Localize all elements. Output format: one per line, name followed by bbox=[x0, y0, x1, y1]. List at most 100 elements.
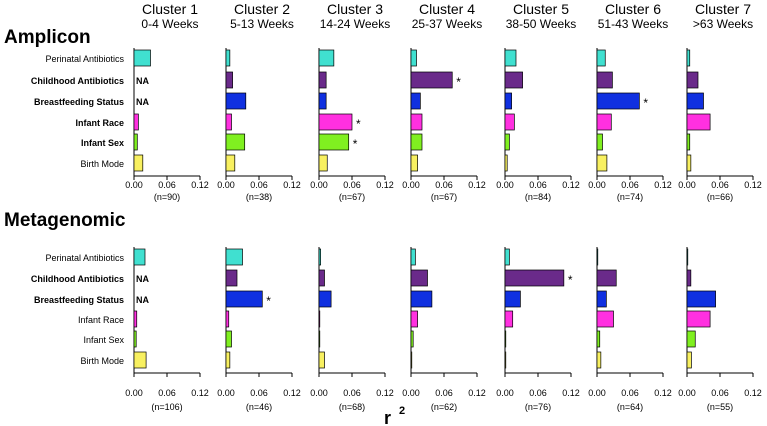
amplicon-bar-cluster-4-infant-sex bbox=[410, 133, 423, 151]
amplicon-tick-label: 0.00 bbox=[310, 180, 328, 190]
metagenomic-bar-cluster-5-breastfeeding-status bbox=[504, 290, 521, 308]
amplicon-tick-label: 0.12 bbox=[283, 180, 301, 190]
amplicon-bar-cluster-3-perinatal-antibiotics bbox=[318, 49, 335, 67]
amplicon-tick-label: 0.00 bbox=[588, 180, 606, 190]
metagenomic-tick-label: 0.06 bbox=[250, 388, 268, 398]
metagenomic-bar-cluster-2-childhood-antibiotics bbox=[225, 269, 238, 287]
metagenomic-tick-label: 0.12 bbox=[283, 388, 301, 398]
metagenomic-significance-star: * bbox=[266, 294, 271, 308]
metagenomic-bar-cluster-5-infant-sex bbox=[504, 330, 507, 348]
metagenomic-bar-cluster-4-infant-race bbox=[410, 310, 418, 328]
amplicon-tick-label: 0.00 bbox=[496, 180, 514, 190]
metagenomic-bar-cluster-5-childhood-antibiotics bbox=[504, 269, 565, 287]
metagenomic-row-label: Infant Race bbox=[78, 315, 124, 325]
amplicon-tick-label: 0.06 bbox=[435, 180, 453, 190]
metagenomic-tick-label: 0.06 bbox=[621, 388, 639, 398]
amplicon-bar-cluster-7-childhood-antibiotics bbox=[686, 71, 699, 89]
amplicon-bar-cluster-6-infant-sex bbox=[596, 133, 603, 151]
amplicon-bar-cluster-6-breastfeeding-status bbox=[596, 92, 640, 110]
metagenomic-tick-label: 0.00 bbox=[678, 388, 696, 398]
metagenomic-tick-label: 0.12 bbox=[191, 388, 209, 398]
metagenomic-na-label: NA bbox=[136, 295, 149, 305]
amplicon-tick-label: 0.06 bbox=[158, 180, 176, 190]
amplicon-tick-label: 0.00 bbox=[217, 180, 235, 190]
metagenomic-row-label: Breastfeeding Status bbox=[34, 295, 124, 305]
amplicon-bar-cluster-1-infant-race bbox=[133, 113, 139, 131]
metagenomic-bar-cluster-4-breastfeeding-status bbox=[410, 290, 433, 308]
metagenomic-cluster-3-n: (n=68) bbox=[339, 402, 365, 412]
metagenomic-bar-cluster-6-childhood-antibiotics bbox=[596, 269, 617, 287]
metagenomic-tick-label: 0.12 bbox=[376, 388, 394, 398]
metagenomic-bar-cluster-3-birth-mode bbox=[318, 351, 325, 369]
metagenomic-bar-cluster-6-breastfeeding-status bbox=[596, 290, 607, 308]
metagenomic-tick-label: 0.06 bbox=[711, 388, 729, 398]
metagenomic-bar-cluster-1-infant-sex bbox=[133, 330, 137, 348]
metagenomic-row-label: Birth Mode bbox=[80, 356, 124, 366]
metagenomic-tick-label: 0.00 bbox=[402, 388, 420, 398]
cluster-1-title: Cluster 1 bbox=[142, 1, 198, 17]
metagenomic-row-label: Infant Sex bbox=[83, 335, 124, 345]
amplicon-bar-cluster-1-birth-mode bbox=[133, 154, 144, 172]
amplicon-bar-cluster-1-infant-sex bbox=[133, 133, 138, 151]
metagenomic-bar-cluster-7-infant-sex bbox=[686, 330, 696, 348]
metagenomic-bar-cluster-3-childhood-antibiotics bbox=[318, 269, 325, 287]
amplicon-bar-cluster-6-birth-mode bbox=[596, 154, 608, 172]
metagenomic-bar-cluster-3-infant-sex bbox=[318, 330, 321, 348]
metagenomic-cluster-6-n: (n=64) bbox=[617, 402, 643, 412]
amplicon-row-label: Infant Race bbox=[75, 118, 124, 128]
amplicon-tick-label: 0.12 bbox=[191, 180, 209, 190]
cluster-4-title: Cluster 4 bbox=[419, 1, 475, 17]
amplicon-bar-cluster-6-infant-race bbox=[596, 113, 612, 131]
amplicon-bar-cluster-1-perinatal-antibiotics bbox=[133, 49, 151, 67]
amplicon-tick-label: 0.06 bbox=[529, 180, 547, 190]
amplicon-tick-label: 0.12 bbox=[654, 180, 672, 190]
metagenomic-bar-cluster-7-childhood-antibiotics bbox=[686, 269, 692, 287]
amplicon-tick-label: 0.06 bbox=[621, 180, 639, 190]
cluster-5-subtitle: 38-50 Weeks bbox=[506, 17, 576, 31]
amplicon-bar-cluster-3-infant-race bbox=[318, 113, 353, 131]
metagenomic-tick-label: 0.00 bbox=[310, 388, 328, 398]
amplicon-tick-label: 0.12 bbox=[376, 180, 394, 190]
amplicon-bar-cluster-6-childhood-antibiotics bbox=[596, 71, 613, 89]
metagenomic-bar-cluster-4-perinatal-antibiotics bbox=[410, 248, 416, 266]
amplicon-bar-cluster-5-infant-sex bbox=[504, 133, 510, 151]
metagenomic-bar-cluster-2-birth-mode bbox=[225, 351, 231, 369]
amplicon-cluster-6-n: (n=74) bbox=[617, 192, 643, 202]
amplicon-significance-star: * bbox=[356, 117, 361, 131]
amplicon-bar-cluster-5-birth-mode bbox=[504, 154, 508, 172]
metagenomic-bar-cluster-6-infant-race bbox=[596, 310, 614, 328]
metagenomic-bar-cluster-3-perinatal-antibiotics bbox=[318, 248, 321, 266]
amplicon-bar-cluster-2-infant-race bbox=[225, 113, 232, 131]
amplicon-bar-cluster-6-perinatal-antibiotics bbox=[596, 49, 606, 67]
amplicon-cluster-1-n: (n=90) bbox=[154, 192, 180, 202]
amplicon-cluster-7-n: (n=66) bbox=[707, 192, 733, 202]
metagenomic-bar-cluster-2-infant-sex bbox=[225, 330, 232, 348]
amplicon-cluster-2-n: (n=38) bbox=[246, 192, 272, 202]
metagenomic-bar-cluster-1-perinatal-antibiotics bbox=[133, 248, 146, 266]
cluster-2-subtitle: 5-13 Weeks bbox=[230, 17, 294, 31]
metagenomic-bar-cluster-5-infant-race bbox=[504, 310, 514, 328]
cluster-2-title: Cluster 2 bbox=[234, 1, 290, 17]
amplicon-bar-cluster-3-breastfeeding-status bbox=[318, 92, 327, 110]
metagenomic-row-label: Perinatal Antibiotics bbox=[45, 253, 124, 263]
metagenomic-bar-cluster-3-breastfeeding-status bbox=[318, 290, 332, 308]
amplicon-tick-label: 0.12 bbox=[468, 180, 486, 190]
amplicon-significance-star: * bbox=[643, 96, 648, 110]
amplicon-cluster-4-n: (n=67) bbox=[431, 192, 457, 202]
amplicon-cluster-3-n: (n=67) bbox=[339, 192, 365, 202]
amplicon-bar-cluster-3-birth-mode bbox=[318, 154, 328, 172]
x-axis-title-superscript: 2 bbox=[399, 405, 405, 417]
cluster-3-subtitle: 14-24 Weeks bbox=[320, 17, 390, 31]
metagenomic-bar-cluster-6-perinatal-antibiotics bbox=[596, 248, 599, 266]
metagenomic-bar-cluster-7-perinatal-antibiotics bbox=[686, 248, 689, 266]
amplicon-bar-cluster-7-infant-sex bbox=[686, 133, 691, 151]
metagenomic-section-title: Metagenomic bbox=[4, 210, 126, 231]
amplicon-bar-cluster-3-infant-sex bbox=[318, 133, 350, 151]
metagenomic-bar-cluster-7-breastfeeding-status bbox=[686, 290, 716, 308]
amplicon-bar-cluster-4-birth-mode bbox=[410, 154, 418, 172]
cluster-3-title: Cluster 3 bbox=[327, 1, 383, 17]
metagenomic-bar-cluster-3-infant-race bbox=[318, 310, 321, 328]
amplicon-bar-cluster-7-breastfeeding-status bbox=[686, 92, 704, 110]
amplicon-tick-label: 0.00 bbox=[125, 180, 143, 190]
